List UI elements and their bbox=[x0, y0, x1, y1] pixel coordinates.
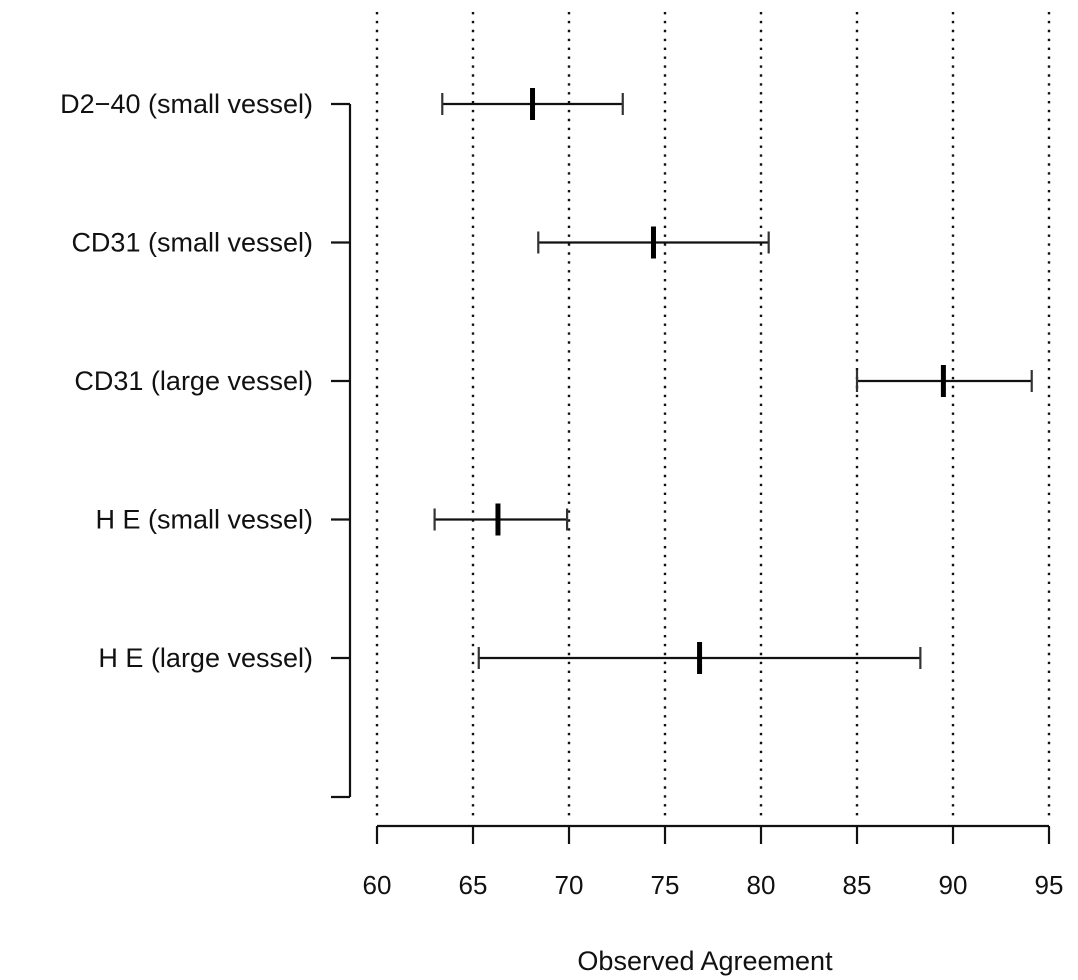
x-tick-label-7: 95 bbox=[1035, 870, 1064, 900]
intervals bbox=[433, 88, 1033, 674]
interval-1 bbox=[537, 226, 770, 259]
category-label-1: CD31 (small vessel) bbox=[71, 228, 313, 258]
category-label-0: D2−40 (small vessel) bbox=[60, 89, 313, 119]
x-axis: 60 65 70 75 80 85 90 95 bbox=[363, 824, 1064, 900]
category-label-3: H E (small vessel) bbox=[95, 505, 313, 535]
x-axis-title: Observed Agreement bbox=[577, 946, 833, 976]
x-tick-label-2: 70 bbox=[555, 870, 584, 900]
x-tick-label-1: 65 bbox=[459, 870, 488, 900]
category-label-2: CD31 (large vessel) bbox=[74, 366, 313, 396]
interval-4 bbox=[477, 642, 922, 674]
category-labels: D2−40 (small vessel) CD31 (small vessel) C… bbox=[60, 89, 313, 673]
y-axis bbox=[331, 102, 352, 799]
interval-3 bbox=[433, 503, 569, 536]
x-tick-label-5: 85 bbox=[843, 870, 872, 900]
interval-0 bbox=[441, 88, 624, 120]
x-tick-label-4: 80 bbox=[747, 870, 776, 900]
x-tick-label-6: 90 bbox=[939, 870, 968, 900]
grid-lines bbox=[375, 12, 1051, 818]
x-tick-label-0: 60 bbox=[363, 870, 392, 900]
x-tick-label-3: 75 bbox=[651, 870, 680, 900]
interval-2 bbox=[855, 365, 1033, 397]
category-label-4: H E (large vessel) bbox=[98, 643, 313, 673]
